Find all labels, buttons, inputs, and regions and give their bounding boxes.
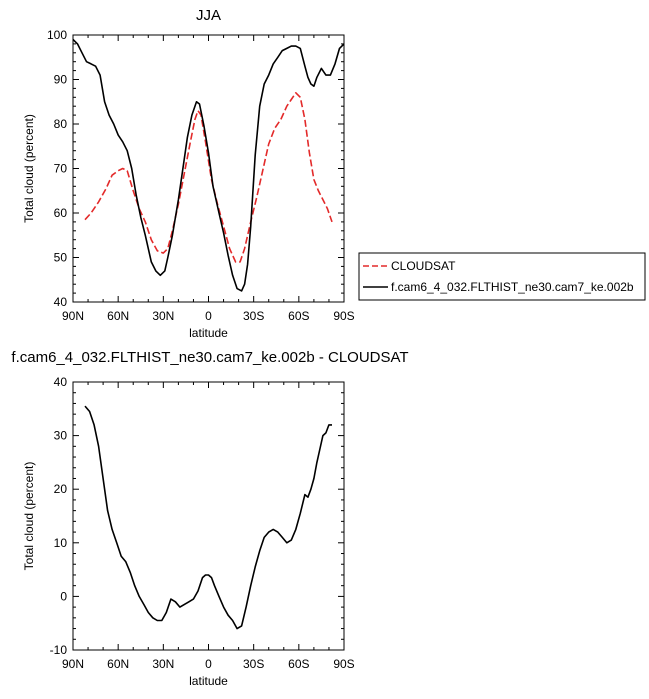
chart-1: JJA 90N 60N 30N 0 30S 60S 90S 40 50 60 70 80 90 100 lat… (22, 7, 646, 340)
y-tick-label: 30 (54, 429, 68, 443)
x-tick-label: 60S (288, 309, 309, 323)
x-tick-label: 90N (62, 657, 84, 671)
x-tick-label: 60S (288, 657, 309, 671)
x-tick-label: 0 (205, 657, 212, 671)
x-tick-label: 90S (333, 309, 354, 323)
x-axis-label: latitude (189, 326, 228, 340)
x-tick-label: 30S (243, 657, 264, 671)
y-tick-label: 40 (54, 375, 68, 389)
x-axis-label: latitude (189, 674, 228, 688)
y-tick-label: 90 (54, 73, 68, 87)
chart-title: f.cam6_4_032.FLTHIST_ne30.cam7_ke.002b -… (11, 349, 408, 366)
x-tick-label: 90N (62, 309, 84, 323)
plot-frame (72, 381, 345, 651)
x-tick-label: 90S (333, 657, 354, 671)
x-tick-label: 30S (243, 309, 264, 323)
x-tick-label: 30N (152, 309, 174, 323)
y-tick-label: 40 (54, 295, 68, 309)
chart-title: JJA (196, 7, 221, 24)
series-line-1-0 (84, 405, 332, 630)
y-tick-label: 60 (54, 206, 68, 220)
x-tick-label: 0 (205, 309, 212, 323)
legend: CLOUDSAT f.cam6_4_032.FLTHIST_ne30.cam7_k… (358, 252, 646, 301)
y-tick-label: 50 (54, 251, 68, 265)
series-line-f-cam6-4-032-flthist-ne30-cam7-ke-002b (72, 38, 345, 292)
y-tick-label: 0 (60, 589, 67, 603)
chart-2: f.cam6_4_032.FLTHIST_ne30.cam7_ke.002b -… (11, 349, 408, 688)
x-tick-label: 30N (152, 657, 174, 671)
y-tick-label: 20 (54, 482, 68, 496)
y-tick-label: -10 (50, 643, 68, 657)
y-tick-label: 10 (54, 536, 68, 550)
y-axis-label: Total cloud (percent) (22, 114, 36, 223)
x-tick-label: 60N (107, 657, 129, 671)
series-line-cloudsat (84, 92, 333, 263)
legend-label: f.cam6_4_032.FLTHIST_ne30.cam7_ke.002b (391, 280, 634, 294)
plot-frame (72, 34, 345, 303)
y-axis-label: Total cloud (percent) (22, 462, 36, 571)
y-tick-label: 70 (54, 162, 68, 176)
y-tick-label: 100 (47, 28, 67, 42)
legend-box (358, 252, 646, 301)
legend-label: CLOUDSAT (391, 259, 456, 273)
x-tick-label: 60N (107, 309, 129, 323)
y-tick-label: 80 (54, 117, 68, 131)
